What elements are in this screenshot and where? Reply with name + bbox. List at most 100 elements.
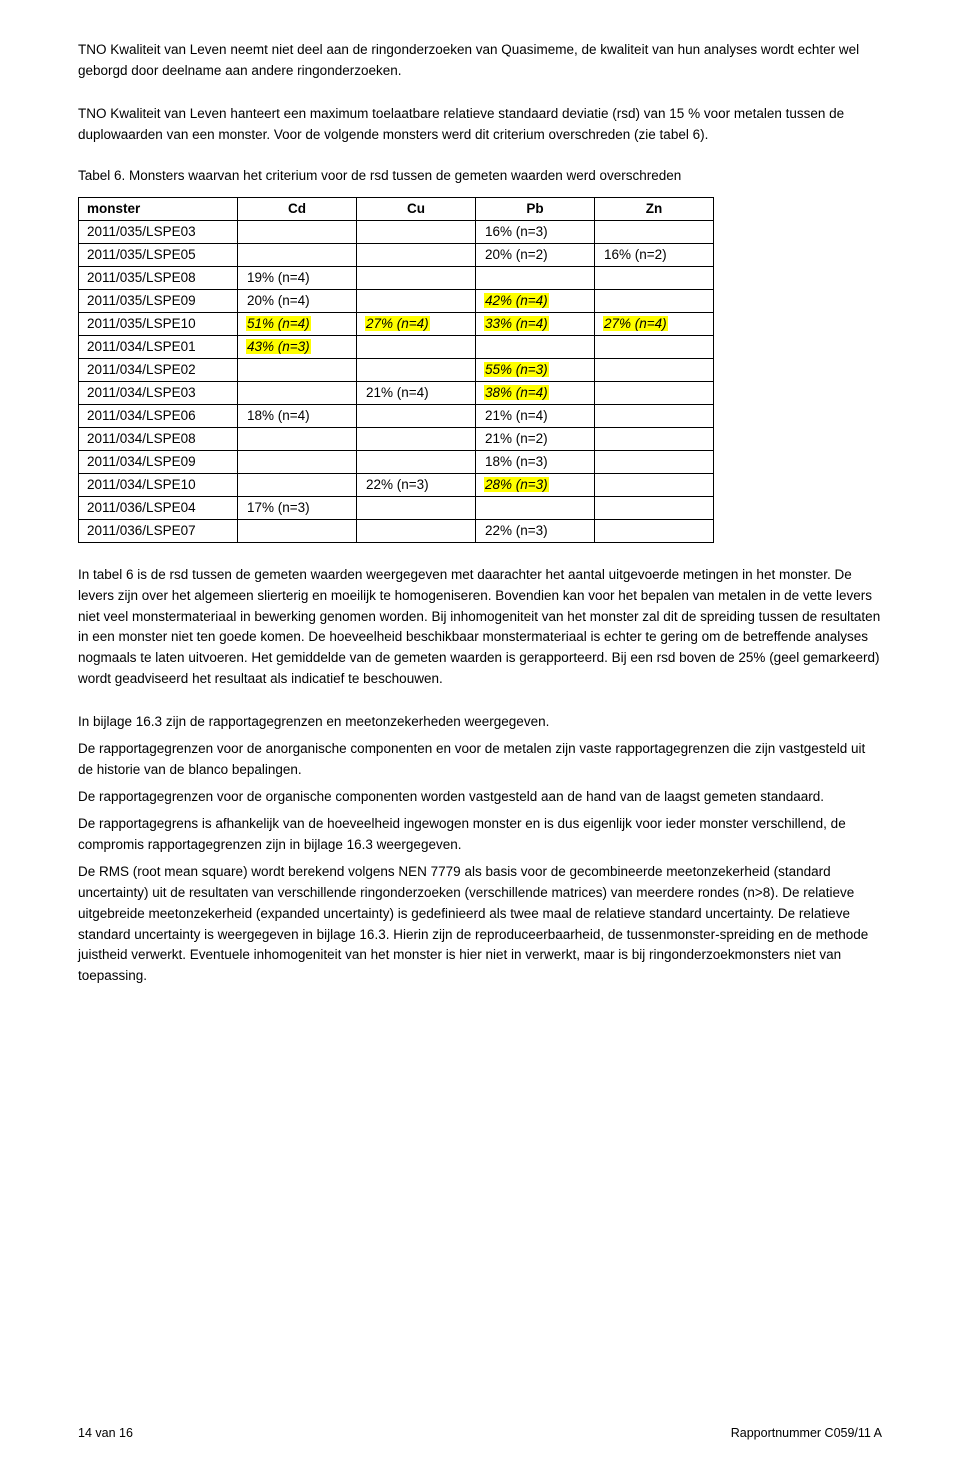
cell-value: [476, 496, 595, 519]
table-row: 2011/034/LSPE02 55% (n=3): [79, 358, 714, 381]
cell-value: 17% (n=3): [238, 496, 357, 519]
table-row: 2011/035/LSPE1051% (n=4)27% (n=4)33% (n=…: [79, 312, 714, 335]
footer-page-number: 14 van 16: [78, 1426, 133, 1440]
cell-monster: 2011/034/LSPE02: [79, 358, 238, 381]
intro-paragraph-block-2: TNO Kwaliteit van Leven hanteert een max…: [78, 104, 882, 146]
page: TNO Kwaliteit van Leven neemt niet deel …: [0, 0, 960, 1466]
cell-value: 22% (n=3): [476, 519, 595, 542]
table-caption: Tabel 6. Monsters waarvan het criterium …: [78, 168, 882, 183]
cell-monster: 2011/035/LSPE03: [79, 220, 238, 243]
page-footer: 14 van 16 Rapportnummer C059/11 A: [78, 1426, 882, 1440]
table-row: 2011/034/LSPE10 22% (n=3)28% (n=3): [79, 473, 714, 496]
cell-value: [595, 381, 714, 404]
cell-value: [595, 335, 714, 358]
table-row: 2011/035/LSPE05 20% (n=2)16% (n=2): [79, 243, 714, 266]
cell-value: [595, 450, 714, 473]
cell-value: 33% (n=4): [476, 312, 595, 335]
reporting-limits-block: In bijlage 16.3 zijn de rapportagegrenze…: [78, 712, 882, 987]
rsd-table: monster Cd Cu Pb Zn 2011/035/LSPE03 16% (…: [78, 197, 714, 543]
cell-value: 16% (n=3): [476, 220, 595, 243]
cell-value: [357, 243, 476, 266]
col-header-zn: Zn: [595, 197, 714, 220]
cell-value: 55% (n=3): [476, 358, 595, 381]
cell-value: 18% (n=4): [238, 404, 357, 427]
cell-value: [595, 404, 714, 427]
cell-value: [238, 220, 357, 243]
table-row: 2011/036/LSPE0417% (n=3): [79, 496, 714, 519]
cell-value: 21% (n=4): [476, 404, 595, 427]
paragraph: In tabel 6 is de rsd tussen de gemeten w…: [78, 565, 882, 691]
table-row: 2011/034/LSPE08 21% (n=2): [79, 427, 714, 450]
cell-monster: 2011/034/LSPE06: [79, 404, 238, 427]
table-row: 2011/034/LSPE0143% (n=3): [79, 335, 714, 358]
cell-monster: 2011/035/LSPE08: [79, 266, 238, 289]
cell-monster: 2011/036/LSPE07: [79, 519, 238, 542]
table-row: 2011/034/LSPE0618% (n=4) 21% (n=4): [79, 404, 714, 427]
cell-value: 20% (n=4): [238, 289, 357, 312]
cell-monster: 2011/034/LSPE01: [79, 335, 238, 358]
col-header-monster: monster: [79, 197, 238, 220]
cell-monster: 2011/034/LSPE08: [79, 427, 238, 450]
cell-value: 27% (n=4): [357, 312, 476, 335]
table-row: 2011/035/LSPE0920% (n=4) 42% (n=4): [79, 289, 714, 312]
explanation-block: In tabel 6 is de rsd tussen de gemeten w…: [78, 565, 882, 691]
cell-value: 42% (n=4): [476, 289, 595, 312]
cell-value: 18% (n=3): [476, 450, 595, 473]
cell-value: [476, 266, 595, 289]
cell-value: [595, 266, 714, 289]
paragraph: De rapportagegrenzen voor de anorganisch…: [78, 739, 882, 781]
table-row: 2011/034/LSPE09 18% (n=3): [79, 450, 714, 473]
table-row: 2011/034/LSPE03 21% (n=4)38% (n=4): [79, 381, 714, 404]
footer-report-number: Rapportnummer C059/11 A: [731, 1426, 882, 1440]
cell-value: [238, 243, 357, 266]
cell-value: [238, 450, 357, 473]
cell-value: [357, 358, 476, 381]
cell-monster: 2011/036/LSPE04: [79, 496, 238, 519]
cell-value: [238, 358, 357, 381]
cell-value: [595, 220, 714, 243]
cell-value: 22% (n=3): [357, 473, 476, 496]
cell-value: [238, 519, 357, 542]
cell-value: [595, 473, 714, 496]
paragraph: De RMS (root mean square) wordt berekend…: [78, 862, 882, 988]
cell-value: 38% (n=4): [476, 381, 595, 404]
cell-monster: 2011/034/LSPE10: [79, 473, 238, 496]
cell-value: [357, 335, 476, 358]
cell-value: 20% (n=2): [476, 243, 595, 266]
cell-value: 43% (n=3): [238, 335, 357, 358]
cell-value: [357, 519, 476, 542]
cell-value: [476, 335, 595, 358]
cell-value: [238, 381, 357, 404]
table-row: 2011/035/LSPE03 16% (n=3): [79, 220, 714, 243]
cell-monster: 2011/035/LSPE05: [79, 243, 238, 266]
paragraph: In bijlage 16.3 zijn de rapportagegrenze…: [78, 712, 882, 733]
cell-value: 16% (n=2): [595, 243, 714, 266]
cell-value: [595, 519, 714, 542]
paragraph: TNO Kwaliteit van Leven neemt niet deel …: [78, 40, 882, 82]
intro-paragraph-block: TNO Kwaliteit van Leven neemt niet deel …: [78, 40, 882, 82]
cell-value: [238, 427, 357, 450]
cell-value: [357, 496, 476, 519]
table-header-row: monster Cd Cu Pb Zn: [79, 197, 714, 220]
paragraph: De rapportagegrenzen voor de organische …: [78, 787, 882, 808]
paragraph: TNO Kwaliteit van Leven hanteert een max…: [78, 104, 882, 146]
cell-value: [595, 427, 714, 450]
cell-value: [357, 450, 476, 473]
cell-value: 28% (n=3): [476, 473, 595, 496]
cell-value: 19% (n=4): [238, 266, 357, 289]
cell-value: 21% (n=2): [476, 427, 595, 450]
cell-value: 27% (n=4): [595, 312, 714, 335]
cell-value: [595, 496, 714, 519]
cell-monster: 2011/035/LSPE10: [79, 312, 238, 335]
cell-monster: 2011/034/LSPE03: [79, 381, 238, 404]
col-header-cd: Cd: [238, 197, 357, 220]
cell-value: [357, 220, 476, 243]
cell-monster: 2011/034/LSPE09: [79, 450, 238, 473]
cell-value: 21% (n=4): [357, 381, 476, 404]
col-header-cu: Cu: [357, 197, 476, 220]
paragraph: De rapportagegrens is afhankelijk van de…: [78, 814, 882, 856]
cell-value: [357, 404, 476, 427]
cell-value: [357, 289, 476, 312]
table-row: 2011/036/LSPE07 22% (n=3): [79, 519, 714, 542]
cell-monster: 2011/035/LSPE09: [79, 289, 238, 312]
